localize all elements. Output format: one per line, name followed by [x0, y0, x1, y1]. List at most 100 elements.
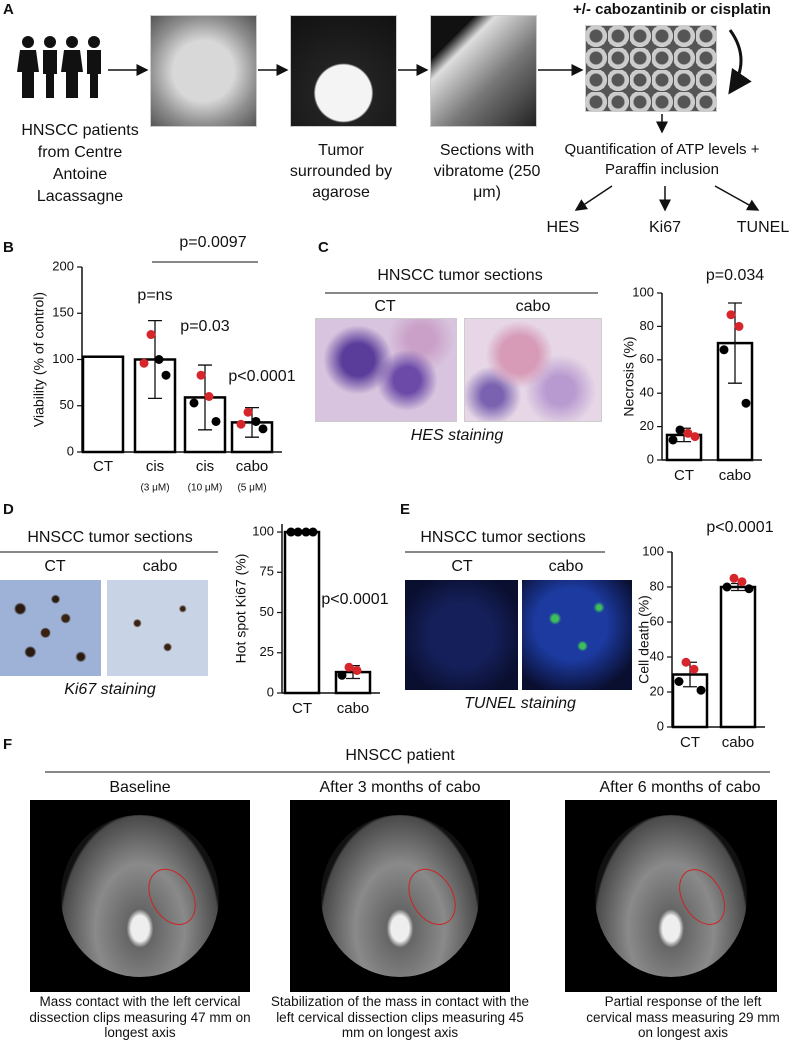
panel-label: F [3, 735, 12, 755]
x-tick-label: CT [292, 700, 312, 717]
y-tick-label: 0 [657, 718, 664, 733]
readout-text: Quantification of ATP levels + Paraffin … [555, 140, 770, 180]
data-point [735, 322, 744, 331]
y-tick-label: 200 [52, 258, 74, 273]
patients-icon [17, 36, 101, 98]
well-photo [150, 15, 257, 127]
section-header: HNSCC tumor sections [27, 528, 192, 548]
ct-scan [565, 800, 777, 992]
panel-label: D [3, 500, 14, 520]
group-label: cabo [549, 557, 584, 577]
agarose-photo [290, 15, 397, 127]
section-header: HNSCC tumor sections [420, 528, 585, 548]
group-label: CT [374, 297, 395, 317]
micrograph [0, 580, 101, 676]
data-point [197, 371, 206, 380]
patient-header: HNSCC patient [345, 746, 454, 766]
data-point [237, 420, 246, 429]
step-text: Sections with vibratome (250 μm) [431, 140, 543, 203]
p-value: p<0.0001 [228, 368, 295, 385]
x-tick-label: cabo [719, 467, 752, 484]
micrograph [405, 580, 518, 690]
scan-caption: Partial response of the left cervical ma… [583, 994, 783, 1041]
x-tick-label: cis [196, 458, 214, 475]
y-tick-label: 100 [52, 351, 74, 366]
y-axis-label: Viability (% of control) [31, 292, 47, 427]
p-value: p=ns [137, 287, 172, 304]
x-tick-label: cabo [722, 734, 755, 751]
category-note: (5 μM) [237, 483, 266, 494]
timepoint: Baseline [109, 778, 170, 798]
micrograph [522, 580, 632, 690]
x-tick-label: cis [146, 458, 164, 475]
p-value: p=0.03 [180, 318, 229, 335]
plate-photo [585, 25, 717, 112]
data-point [155, 355, 164, 364]
data-point [676, 425, 685, 434]
x-tick-label: cabo [236, 458, 269, 475]
data-point [738, 577, 747, 586]
timepoint: After 3 months of cabo [320, 778, 481, 798]
data-point [338, 671, 347, 680]
stain-caption: TUNEL staining [464, 694, 576, 714]
data-point [675, 677, 684, 686]
y-tick-label: 40 [640, 385, 654, 400]
data-point [745, 584, 754, 593]
panel-label: C [318, 238, 329, 258]
y-tick-label: 25 [260, 644, 274, 659]
data-point [309, 528, 318, 537]
stain-caption: Ki67 staining [64, 680, 156, 700]
bar [721, 587, 755, 727]
y-tick-label: 75 [260, 564, 274, 579]
y-tick-label: 50 [60, 397, 74, 412]
panel-label: B [3, 238, 14, 258]
x-tick-label: CT [93, 458, 113, 475]
scan-caption: Stabilization of the mass in contact wit… [266, 994, 534, 1041]
y-tick-label: 0 [647, 451, 654, 466]
data-point [259, 424, 268, 433]
data-point [720, 345, 729, 354]
y-tick-label: 0 [67, 443, 74, 458]
data-point [345, 663, 354, 672]
data-point [682, 658, 691, 667]
y-tick-label: 100 [632, 284, 654, 299]
micrograph [315, 318, 457, 422]
data-point [162, 371, 171, 380]
y-tick-label: 50 [260, 604, 274, 619]
data-point [244, 408, 253, 417]
data-point [190, 398, 199, 407]
y-tick-label: 20 [640, 418, 654, 433]
x-tick-label: CT [680, 734, 700, 751]
stain-caption: HES staining [411, 426, 504, 446]
y-tick-label: 100 [642, 543, 664, 558]
panel-label: A [3, 0, 14, 20]
scan-caption: Mass contact with the left cervical diss… [9, 994, 271, 1041]
category-note: (10 μM) [188, 483, 223, 494]
data-point [205, 392, 214, 401]
vibratome-photo [430, 15, 537, 127]
y-axis-label: Cell death (%) [636, 595, 652, 684]
data-point [252, 417, 261, 426]
x-tick-label: cabo [337, 700, 370, 717]
data-point [287, 528, 296, 537]
treatment: +/- cabozantinib or cisplatin [573, 0, 771, 20]
p-value: p<0.0001 [321, 591, 388, 608]
group-label: cabo [143, 557, 178, 577]
y-tick-label: 80 [650, 578, 664, 593]
data-point [742, 399, 751, 408]
micrograph [107, 580, 208, 676]
analysis: HES [547, 218, 580, 238]
data-point [353, 666, 362, 675]
group-label: cabo [516, 297, 551, 317]
ct-scan [290, 800, 510, 992]
bar [285, 532, 319, 693]
data-point [730, 574, 739, 583]
y-tick-label: 150 [52, 305, 74, 320]
x-tick-label: CT [674, 467, 694, 484]
data-point [690, 665, 699, 674]
data-point [727, 310, 736, 319]
data-point [147, 330, 156, 339]
data-point [669, 435, 678, 444]
y-tick-label: 80 [640, 318, 654, 333]
